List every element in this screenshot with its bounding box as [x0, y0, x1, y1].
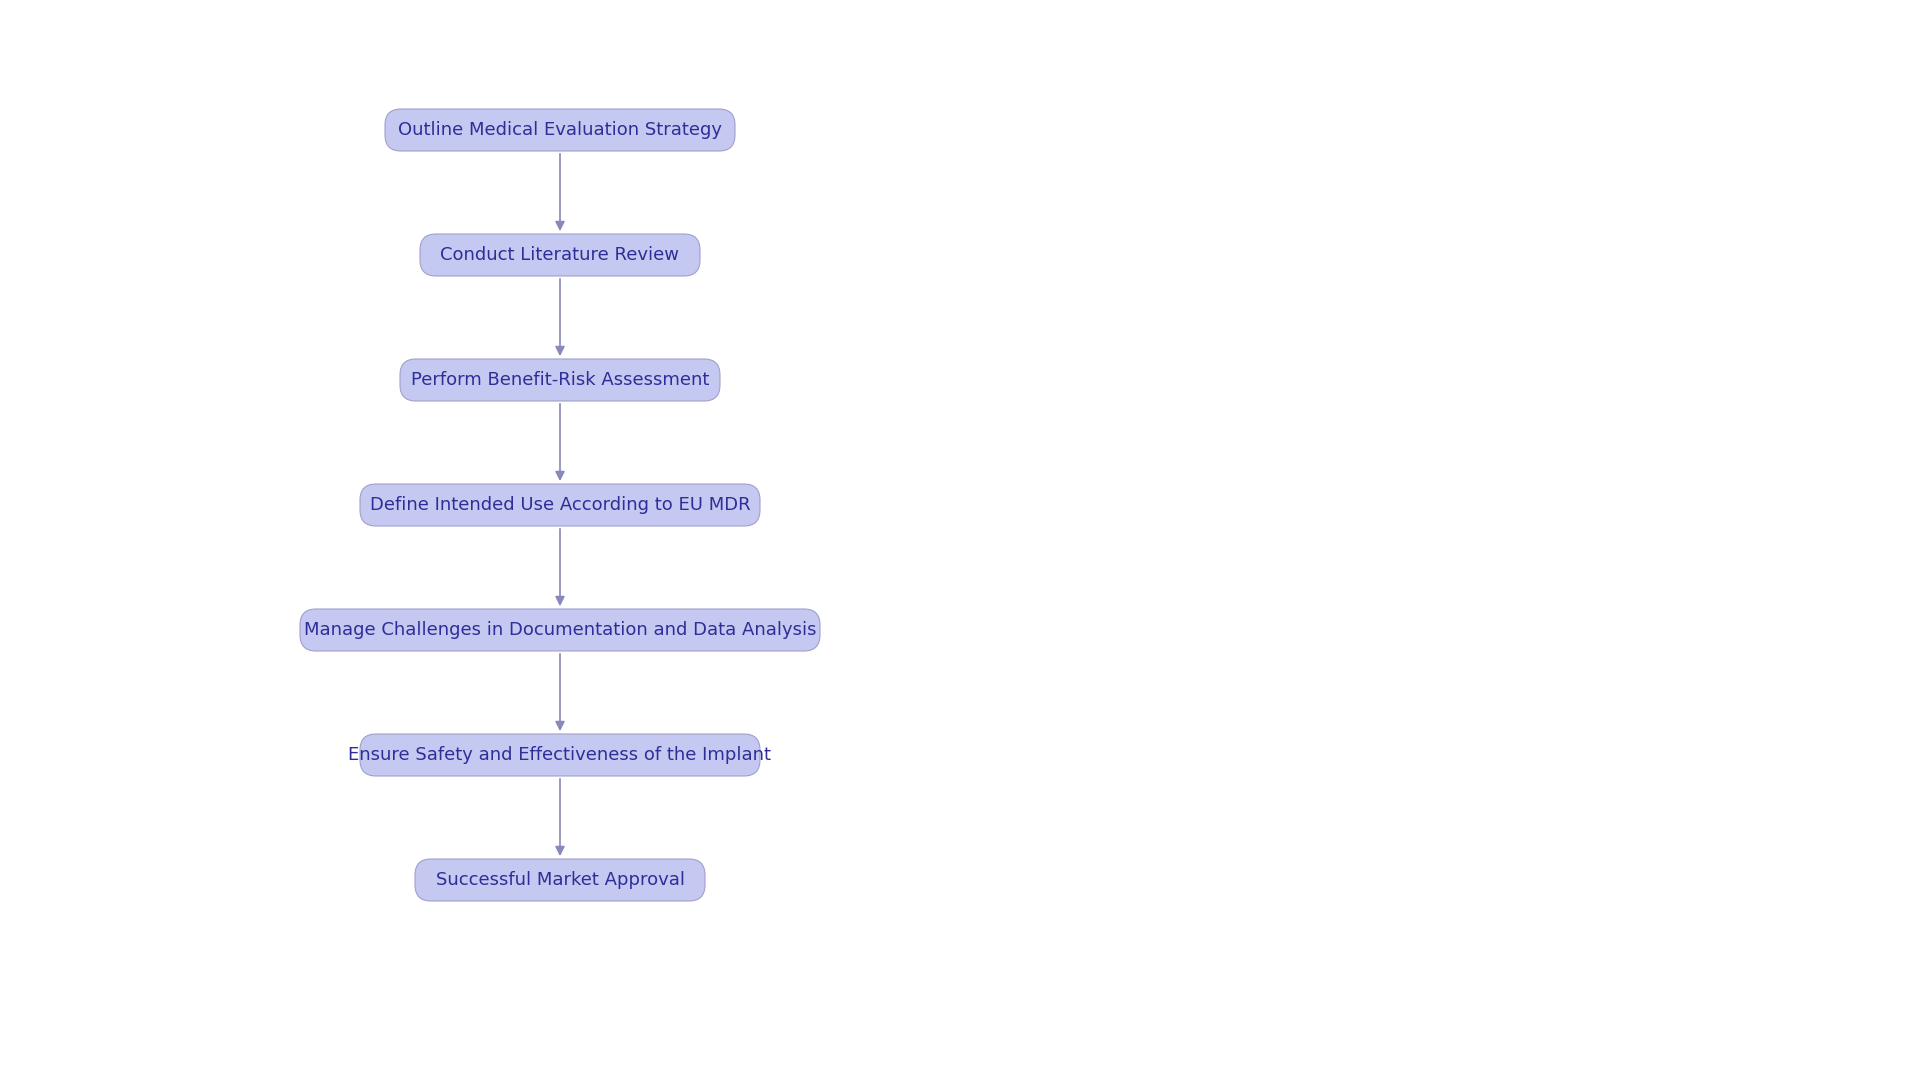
- FancyBboxPatch shape: [359, 484, 760, 526]
- Text: Perform Benefit-Risk Assessment: Perform Benefit-Risk Assessment: [411, 372, 708, 389]
- Text: Define Intended Use According to EU MDR: Define Intended Use According to EU MDR: [371, 496, 751, 514]
- Text: Successful Market Approval: Successful Market Approval: [436, 870, 685, 889]
- FancyBboxPatch shape: [415, 859, 705, 901]
- Text: Conduct Literature Review: Conduct Literature Review: [440, 246, 680, 264]
- FancyBboxPatch shape: [386, 109, 735, 151]
- Text: Outline Medical Evaluation Strategy: Outline Medical Evaluation Strategy: [397, 121, 722, 139]
- FancyBboxPatch shape: [420, 234, 701, 276]
- FancyBboxPatch shape: [300, 609, 820, 651]
- Text: Manage Challenges in Documentation and Data Analysis: Manage Challenges in Documentation and D…: [303, 621, 816, 639]
- FancyBboxPatch shape: [359, 734, 760, 777]
- Text: Ensure Safety and Effectiveness of the Implant: Ensure Safety and Effectiveness of the I…: [349, 746, 772, 764]
- FancyBboxPatch shape: [399, 359, 720, 401]
